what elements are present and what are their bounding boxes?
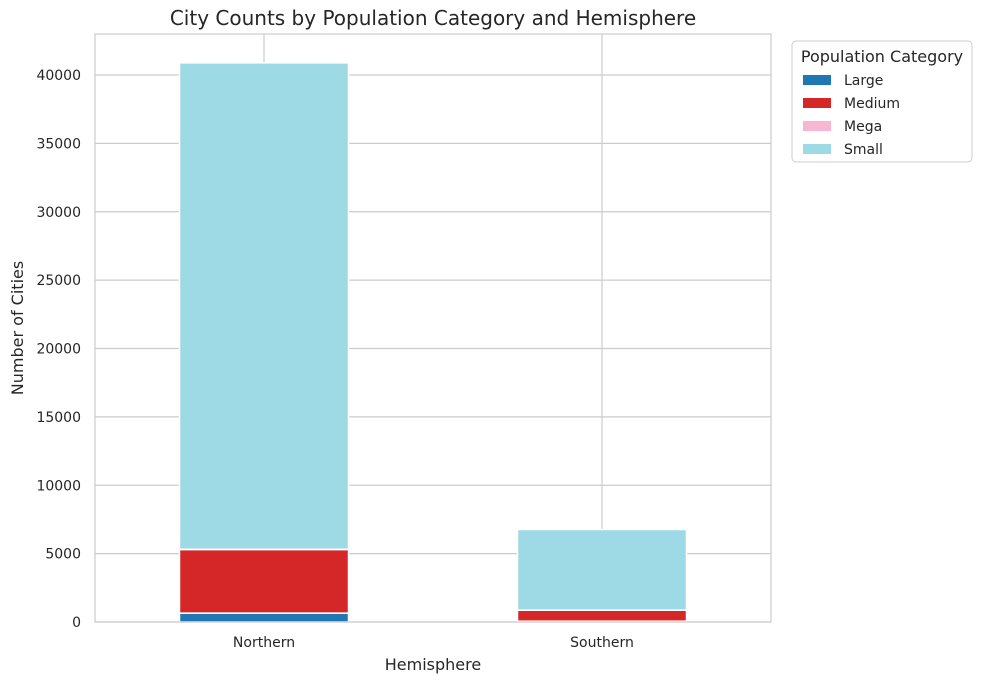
y-tick-label: 5000 xyxy=(45,547,81,563)
x-tick-label: Northern xyxy=(233,635,295,651)
y-tick-label: 20000 xyxy=(36,342,81,358)
y-tick-label: 40000 xyxy=(36,68,81,84)
legend-swatch-small xyxy=(803,144,831,154)
y-tick-label: 10000 xyxy=(36,478,81,494)
y-tick-label: 15000 xyxy=(36,410,81,426)
y-axis-label: Number of Cities xyxy=(8,261,27,395)
plot-frame xyxy=(94,33,772,623)
legend-title: Population Category xyxy=(801,47,963,66)
y-axis-ticks: 0 5000 10000 15000 20000 25000 30000 35000 40000 xyxy=(36,68,81,631)
bar-small-southern xyxy=(516,528,688,611)
chart-title: City Counts by Population Category and H… xyxy=(170,6,696,30)
legend-swatch-medium xyxy=(803,98,831,108)
x-axis-label: Hemisphere xyxy=(385,655,481,674)
legend-items: Large Medium Mega Small xyxy=(803,73,900,158)
y-tick-label: 0 xyxy=(72,615,81,631)
legend-label-small: Small xyxy=(844,142,883,158)
bar-medium-northern xyxy=(178,548,350,614)
bars xyxy=(178,62,688,623)
y-tick-label: 30000 xyxy=(36,205,81,221)
bar-small-northern xyxy=(178,62,350,551)
x-axis-ticks: Northern Southern xyxy=(233,635,634,651)
legend: Population Category Large Medium Mega Small xyxy=(791,40,973,163)
legend-label-large: Large xyxy=(844,73,883,89)
legend-box xyxy=(791,40,973,163)
bar-medium-southern xyxy=(516,609,688,622)
legend-label-mega: Mega xyxy=(844,119,882,135)
x-tick-label: Southern xyxy=(570,635,634,651)
y-tick-label: 25000 xyxy=(36,273,81,289)
legend-swatch-mega xyxy=(803,121,831,131)
legend-swatch-large xyxy=(803,75,831,85)
bar-large-northern xyxy=(178,612,350,623)
y-tick-label: 35000 xyxy=(36,136,81,152)
legend-label-medium: Medium xyxy=(844,96,900,112)
